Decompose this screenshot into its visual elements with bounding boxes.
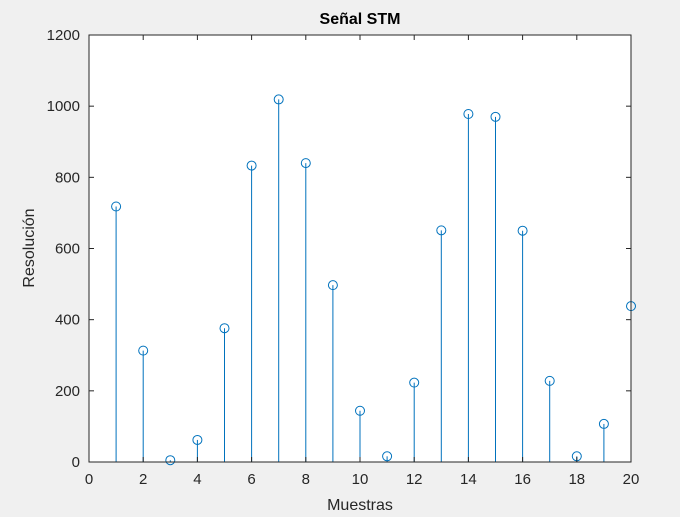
x-tick-label-2: 2: [139, 471, 147, 488]
stems-layer: [111, 94, 636, 466]
stem-marker-12: [409, 377, 420, 388]
y-tick-label-600: 600: [55, 241, 80, 258]
x-axis-label: Muestras: [327, 497, 393, 514]
y-axis-label: Resolución: [21, 208, 38, 287]
x-tick-label-20: 20: [623, 471, 640, 488]
x-tick-label-14: 14: [460, 471, 477, 488]
stem-marker-2: [138, 345, 149, 356]
x-tick-label-6: 6: [247, 471, 255, 488]
stem-marker-7: [273, 94, 284, 105]
y-tick-label-400: 400: [55, 312, 80, 329]
stem-marker-11: [382, 451, 393, 462]
stem-marker-5: [219, 323, 230, 334]
x-tick-label-10: 10: [352, 471, 369, 488]
y-tick-label-1000: 1000: [47, 98, 80, 115]
stem-marker-8: [300, 158, 311, 169]
x-tick-label-0: 0: [85, 471, 93, 488]
y-tick-label-800: 800: [55, 169, 80, 186]
stem-marker-3: [165, 455, 176, 466]
y-tick-label-1200: 1200: [47, 27, 80, 44]
y-tick-label-0: 0: [72, 454, 80, 471]
plot-area: [89, 35, 631, 462]
x-tick-label-18: 18: [568, 471, 585, 488]
x-tick-label-4: 4: [193, 471, 201, 488]
stem-marker-15: [490, 111, 501, 122]
stem-marker-16: [517, 225, 528, 236]
stem-marker-9: [327, 280, 338, 291]
stem-marker-1: [111, 201, 122, 212]
x-tick-label-12: 12: [406, 471, 423, 488]
stem-marker-6: [246, 160, 257, 171]
stem-marker-19: [598, 418, 609, 429]
stem-marker-14: [463, 108, 474, 119]
y-tick-label-200: 200: [55, 383, 80, 400]
x-tick-label-8: 8: [302, 471, 310, 488]
x-tick-label-16: 16: [514, 471, 531, 488]
stem-marker-13: [436, 225, 447, 236]
stem-marker-10: [355, 405, 365, 416]
stem-marker-17: [544, 375, 555, 386]
stem-marker-4: [192, 434, 203, 445]
chart-title: Señal STM: [320, 11, 401, 28]
